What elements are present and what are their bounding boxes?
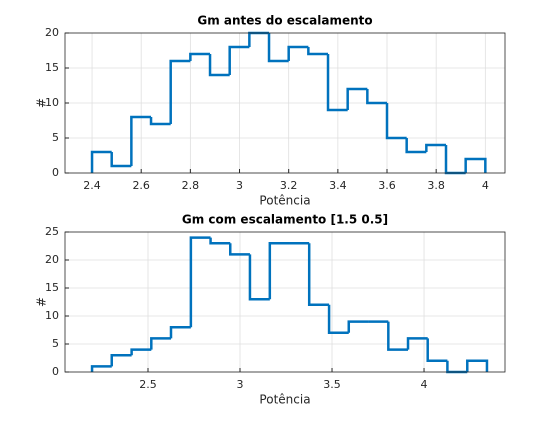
x-tick-label: 3.5 (323, 378, 341, 391)
histogram-step (385, 103, 407, 140)
histogram-step (347, 320, 369, 333)
histogram-step (110, 152, 132, 168)
histogram-step (326, 54, 348, 112)
histogram-step (248, 254, 270, 301)
histogram-step (130, 115, 152, 166)
histogram-step (208, 54, 230, 77)
y-tick-label: 20 (45, 253, 59, 266)
x-tick-label: 2.5 (139, 378, 157, 391)
histogram-step (209, 237, 231, 245)
histogram-step (110, 353, 132, 367)
x-tick-label: 3.2 (280, 179, 298, 192)
histogram-step (150, 337, 171, 350)
histogram-step (426, 338, 448, 363)
histogram-step (466, 359, 489, 372)
axes-box (64, 32, 506, 174)
histogram-step (189, 52, 211, 61)
histogram-step (405, 138, 427, 154)
histogram-step (327, 304, 349, 335)
axes-box (64, 231, 506, 373)
x-tick-label: 2.6 (132, 179, 150, 192)
y-tick-label: 15 (45, 61, 59, 74)
histogram-step (425, 143, 447, 152)
x-tick-label: 2.8 (182, 179, 200, 192)
histogram-step (169, 59, 191, 124)
x-axis-label: Potência (259, 393, 310, 407)
x-tick-label: 3 (236, 179, 243, 192)
histogram-step (228, 45, 250, 75)
histogram-step (169, 325, 191, 339)
chart-title: Gm com escalamento [1.5 0.5] (182, 213, 388, 227)
histogram-step (229, 243, 250, 256)
y-tick-label: 20 (45, 26, 59, 39)
x-tick-label: 3.6 (378, 179, 396, 192)
y-tick-label: 5 (52, 131, 59, 144)
y-axis-label: # (35, 297, 49, 307)
y-tick-label: 0 (52, 166, 59, 179)
histogram-step (287, 45, 309, 61)
x-tick-label: 2.4 (83, 179, 101, 192)
histogram-step (149, 117, 171, 126)
histogram-step (267, 33, 289, 63)
y-tick-label: 0 (52, 365, 59, 378)
y-tick-label: 25 (45, 225, 59, 238)
histogram-step (464, 157, 487, 173)
x-tick-label: 4 (482, 179, 489, 192)
y-tick-label: 10 (45, 96, 59, 109)
histogram-step (307, 243, 330, 307)
x-tick-label: 3.8 (427, 179, 445, 192)
histogram-step (406, 337, 428, 350)
x-axis-label: Potência (259, 194, 310, 208)
histogram-step (90, 150, 112, 173)
y-axis-label: # (35, 98, 49, 108)
y-tick-label: 10 (45, 309, 59, 322)
x-tick-label: 3 (237, 378, 244, 391)
x-tick-label: 4 (421, 378, 428, 391)
histogram-step (90, 365, 112, 372)
histogram-step (346, 87, 368, 110)
y-tick-label: 5 (52, 337, 59, 350)
histogram-step (268, 241, 290, 300)
y-tick-label: 15 (45, 281, 59, 294)
histogram-step (366, 89, 388, 105)
histogram-step (189, 236, 211, 328)
histogram-step (130, 348, 152, 356)
x-tick-label: 3.4 (329, 179, 347, 192)
chart-title: Gm antes do escalamento (197, 14, 372, 28)
histogram-step (307, 47, 329, 56)
histogram-step (387, 321, 409, 351)
